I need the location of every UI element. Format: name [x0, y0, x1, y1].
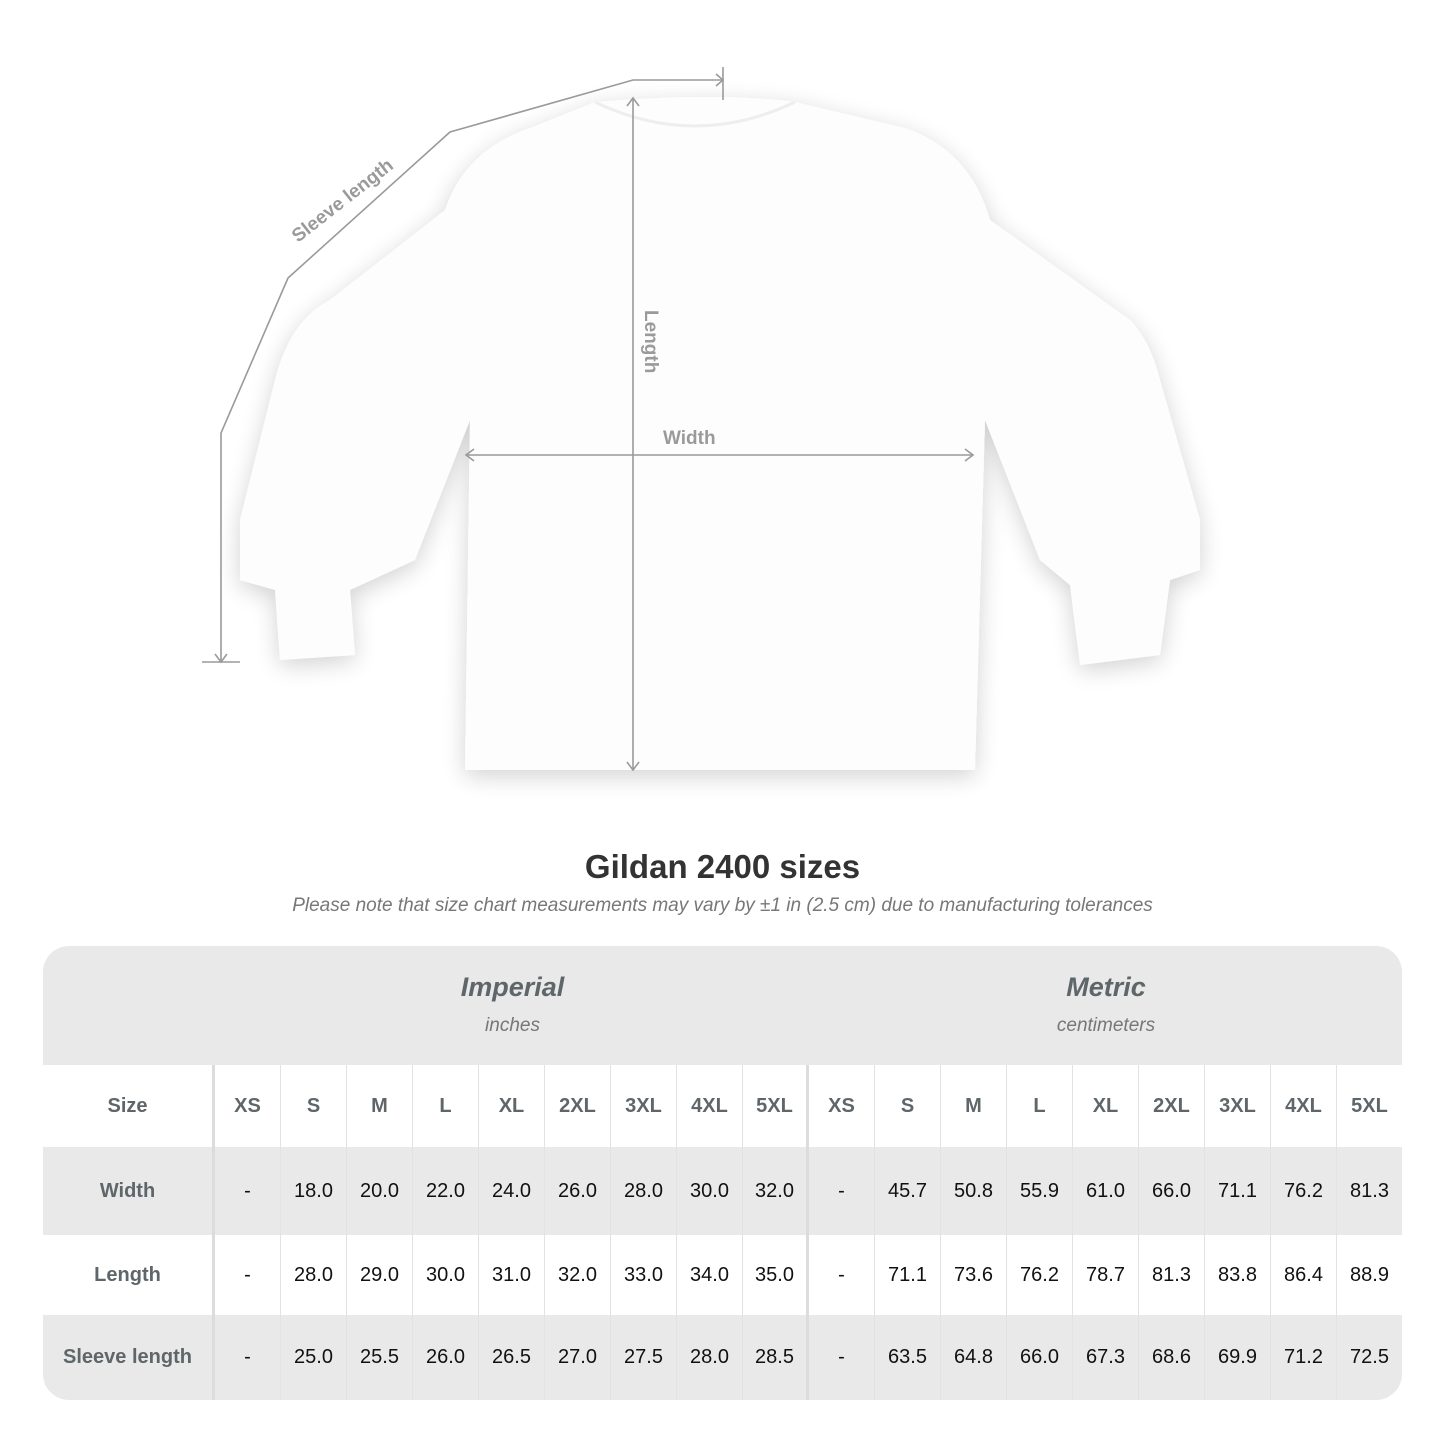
- value-cell-metric: 71.1: [1205, 1147, 1271, 1235]
- value-cell-metric: 83.8: [1205, 1235, 1271, 1315]
- value-cell-metric: 67.3: [1073, 1315, 1139, 1400]
- size-header-metric: 4XL: [1271, 1065, 1337, 1147]
- value-cell-imperial: -: [215, 1235, 281, 1315]
- value-cell-imperial: 31.0: [479, 1235, 545, 1315]
- size-header-metric: S: [875, 1065, 941, 1147]
- page-title: Gildan 2400 sizes: [584, 848, 861, 885]
- value-cell-metric: 69.9: [1205, 1315, 1271, 1400]
- value-cell-imperial: 18.0: [281, 1147, 347, 1235]
- value-cell-metric: 50.8: [941, 1147, 1007, 1235]
- value-cell-imperial: 26.0: [413, 1315, 479, 1400]
- size-header-metric: L: [1007, 1065, 1073, 1147]
- shirt-image: [240, 97, 1200, 770]
- value-cell-imperial: 25.5: [347, 1315, 413, 1400]
- size-header-imperial: XL: [479, 1065, 545, 1147]
- sleeve-length-label: Sleeve length: [288, 155, 397, 247]
- size-header-imperial: XS: [215, 1065, 281, 1147]
- size-header-imperial: 4XL: [677, 1065, 743, 1147]
- value-cell-metric: 64.8: [941, 1315, 1007, 1400]
- value-cell-metric: 81.3: [1350, 1179, 1389, 1202]
- value-cell-imperial: 26.5: [479, 1315, 545, 1400]
- value-cell-imperial: 32.0: [743, 1147, 809, 1235]
- value-cell-metric: 45.7: [875, 1147, 941, 1235]
- size-header-metric: XS: [809, 1065, 875, 1147]
- length-label: Length: [640, 310, 661, 373]
- value-cell-imperial: 27.0: [545, 1315, 611, 1400]
- value-cell-metric: 68.6: [1139, 1315, 1205, 1400]
- value-cell-metric: 86.4: [1271, 1235, 1337, 1315]
- value-cell-imperial: 22.0: [413, 1147, 479, 1235]
- size-header-imperial: 2XL: [545, 1065, 611, 1147]
- value-cell-imperial: 29.0: [347, 1235, 413, 1315]
- size-chart-table: Imperial inches Metric centimeters Size X…: [43, 946, 1402, 1400]
- value-cell-imperial: -: [215, 1147, 281, 1235]
- value-cell-imperial: 28.0: [281, 1235, 347, 1315]
- metric-unit: centimeters: [1056, 1015, 1156, 1036]
- value-cell-imperial: 28.0: [677, 1315, 743, 1400]
- tolerance-note: Please note that size chart measurements…: [292, 895, 1153, 916]
- value-cell-metric: 63.5: [875, 1315, 941, 1400]
- measurement-lines: [202, 67, 975, 772]
- width-label: Width: [663, 428, 716, 449]
- size-header-imperial: M: [347, 1065, 413, 1147]
- value-cell-metric: 88.9: [1350, 1263, 1389, 1286]
- value-cell-metric: 81.3: [1139, 1235, 1205, 1315]
- value-cell-metric: -: [809, 1315, 875, 1400]
- value-cell-imperial: 27.5: [611, 1315, 677, 1400]
- shirt-diagram: Sleeve length Length Width: [202, 67, 1200, 772]
- value-cell-metric: 61.0: [1073, 1147, 1139, 1235]
- value-cell-imperial: 34.0: [677, 1235, 743, 1315]
- value-cell-metric: 73.6: [941, 1235, 1007, 1315]
- size-header-imperial: 5XL: [743, 1065, 809, 1147]
- value-cell-imperial: 30.0: [413, 1235, 479, 1315]
- value-cell-imperial: 24.0: [479, 1147, 545, 1235]
- row-label: Sleeve length: [43, 1315, 215, 1400]
- size-header-imperial: S: [281, 1065, 347, 1147]
- row-label: Width: [43, 1147, 215, 1235]
- size-header-metric: XL: [1073, 1065, 1139, 1147]
- value-cell-imperial: -: [215, 1315, 281, 1400]
- size-header-imperial: L: [413, 1065, 479, 1147]
- value-cell-metric: 66.0: [1139, 1147, 1205, 1235]
- value-cell-imperial: 30.0: [677, 1147, 743, 1235]
- value-cell-metric: 72.5: [1350, 1346, 1389, 1368]
- size-header-row: Size XS S M L XL 2XL 3XL 4XL 5XL XS S M L XL 2XL 3XL 4XL 5…: [43, 1065, 1402, 1147]
- value-cell-metric: 55.9: [1007, 1147, 1073, 1235]
- value-cell-imperial: 32.0: [545, 1235, 611, 1315]
- value-cell-metric: 78.7: [1073, 1235, 1139, 1315]
- imperial-unit: inches: [485, 1015, 540, 1036]
- value-cell-metric: -: [809, 1147, 875, 1235]
- value-cell-imperial: 28.0: [611, 1147, 677, 1235]
- row-label: Size: [43, 1065, 215, 1147]
- value-cell-imperial: 25.0: [281, 1315, 347, 1400]
- value-cell-imperial: 28.5: [743, 1315, 809, 1400]
- value-cell-imperial: 26.0: [545, 1147, 611, 1235]
- value-cell-metric: 66.0: [1007, 1315, 1073, 1400]
- value-cell-imperial: 35.0: [743, 1235, 809, 1315]
- imperial-header: Imperial inches: [215, 946, 810, 1065]
- value-cell-metric: 76.2: [1271, 1147, 1337, 1235]
- row-label: Length: [43, 1235, 215, 1315]
- size-header-imperial: 3XL: [611, 1065, 677, 1147]
- value-cell-imperial: 20.0: [347, 1147, 413, 1235]
- value-cell-metric: -: [809, 1235, 875, 1315]
- value-cell-metric: 71.2: [1271, 1315, 1337, 1400]
- value-cell-imperial: 33.0: [611, 1235, 677, 1315]
- value-cell-metric: 71.1: [875, 1235, 941, 1315]
- size-header-metric: M: [941, 1065, 1007, 1147]
- table-row: Sleeve length -25.0 25.5 26.0 26.5 27.0 27.5 28…: [43, 1315, 1402, 1400]
- unit-header-band: [43, 946, 1402, 1065]
- value-cell-metric: 76.2: [1007, 1235, 1073, 1315]
- size-header-metric: 5XL: [1351, 1094, 1388, 1117]
- table-row: Width -18.0 20.0 22.0 24.0 26.0 28.0 30.0 32.0-4…: [43, 1147, 1402, 1235]
- size-header-metric: 2XL: [1139, 1065, 1205, 1147]
- size-header-metric: 3XL: [1205, 1065, 1271, 1147]
- metric-title: Metric: [1066, 972, 1146, 1002]
- metric-header: Metric centimeters: [810, 946, 1402, 1065]
- imperial-title: Imperial: [460, 972, 565, 1002]
- table-row: Length -28.0 29.0 30.0 31.0 32.0 33.0 34.0 35.0-…: [43, 1235, 1402, 1315]
